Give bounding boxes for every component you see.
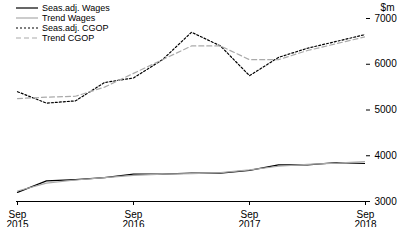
svg-text:7000: 7000	[375, 13, 397, 24]
svg-text:Sep2017: Sep2017	[238, 209, 261, 227]
svg-text:5000: 5000	[375, 104, 397, 115]
html-text:Trend CGOP: Trend CGOP	[42, 33, 95, 43]
html-text:Seas.adj. Wages: Seas.adj. Wages	[42, 3, 110, 13]
svg-text:Sep2016: Sep2016	[122, 209, 145, 227]
svg-text:Sep2015: Sep2015	[6, 209, 29, 227]
svg-text:Sep2018: Sep2018	[354, 209, 377, 227]
svg-text:3000: 3000	[375, 196, 397, 207]
html-text:Trend Wages: Trend Wages	[42, 13, 96, 23]
svg-text:6000: 6000	[375, 58, 397, 69]
svg-text:$m: $m	[381, 2, 395, 13]
html-text:Seas.adj. CGOP: Seas.adj. CGOP	[42, 23, 109, 33]
svg-text:4000: 4000	[375, 150, 397, 161]
